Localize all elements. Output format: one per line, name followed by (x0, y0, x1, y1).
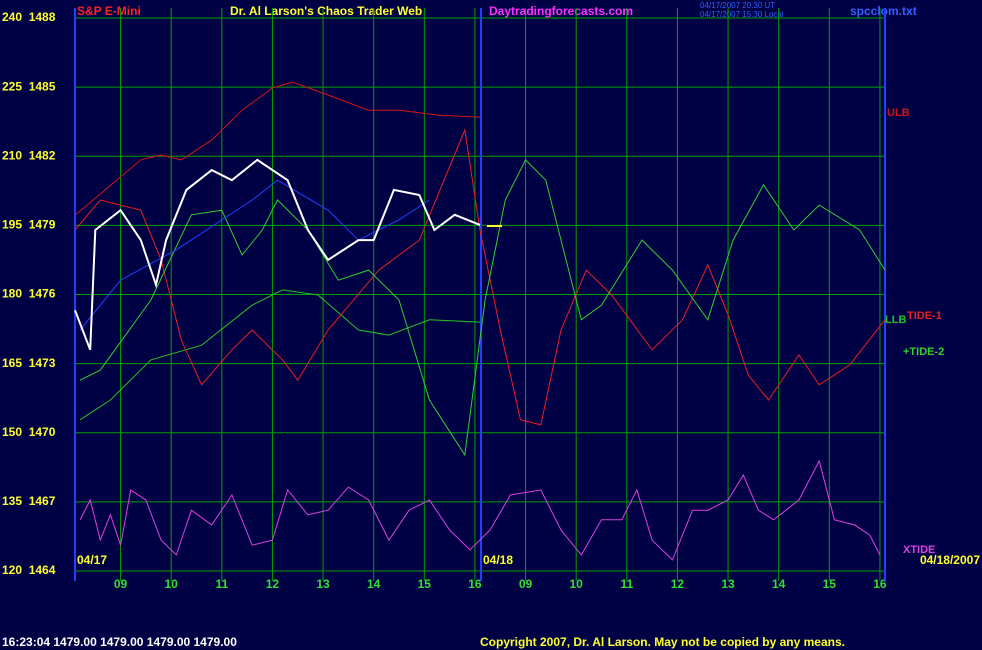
x-tick-label: 11 (620, 577, 633, 591)
x-tick-label: 15 (823, 577, 837, 591)
x-tick-label: 13 (721, 577, 735, 591)
x-tick-label: 12 (266, 577, 280, 591)
series-line (79, 289, 481, 421)
x-tick-label: 13 (316, 577, 330, 591)
plot: 240 1488 225 1485 210 1482 195 1479 180 1476… (2, 8, 980, 591)
instrument: S&P E-Mini (77, 4, 141, 18)
y-tick-label: 180 1476 (2, 287, 56, 301)
x-tick-label: 16 (468, 577, 482, 591)
date-label: 04/17 (77, 553, 107, 567)
quote: 16:23:04 1479.00 1479.00 1479.00 1479.00 (2, 635, 237, 649)
y-tick-label: 210 1482 (2, 148, 56, 162)
y-tick-label: 165 1473 (2, 356, 56, 370)
date-label: 04/18 (483, 553, 513, 567)
y-tick-label: 225 1485 (2, 79, 56, 93)
y-tick-label: 195 1479 (2, 218, 56, 232)
x-tick-label: 09 (519, 577, 533, 591)
time-ut: 04/17/2007 20:30 UT (700, 1, 775, 10)
series-label: ULB (887, 107, 910, 119)
site: Daytradingforecasts.com (489, 4, 633, 18)
x-tick-label: 14 (367, 577, 381, 591)
x-tick-label: 12 (671, 577, 685, 591)
x-tick-label: 16 (873, 577, 887, 591)
y-tick-label: 240 1488 (2, 10, 56, 24)
y-tick-label: 135 1467 (2, 494, 56, 508)
series-line (79, 459, 881, 561)
file-name: spcclom.txt (850, 4, 917, 18)
x-tick-label: 11 (215, 577, 228, 591)
series-line (79, 179, 430, 331)
series-label: +TIDE-2 (903, 346, 944, 358)
chart-title: Dr. Al Larson's Chaos Trader Web (230, 4, 422, 18)
x-tick-label: 14 (772, 577, 786, 591)
series-label: LLB (885, 314, 906, 326)
time-local: 04/17/2007 15:30 Local (700, 10, 784, 19)
series-label: TIDE-1 (907, 310, 942, 322)
x-tick-label: 15 (418, 577, 432, 591)
x-tick-label: 09 (114, 577, 128, 591)
date-label: 04/18/2007 (920, 553, 980, 567)
series-label: XTIDE (903, 544, 935, 556)
y-tick-label: 120 1464 (2, 563, 56, 577)
y-tick-label: 150 1470 (2, 425, 56, 439)
series-line (79, 159, 886, 457)
x-tick-label: 10 (570, 577, 584, 591)
series-line (74, 128, 886, 426)
x-tick-label: 10 (165, 577, 179, 591)
series-line (74, 158, 481, 351)
copyright: Copyright 2007, Dr. Al Larson. May not b… (480, 635, 845, 649)
series-line (74, 81, 481, 216)
